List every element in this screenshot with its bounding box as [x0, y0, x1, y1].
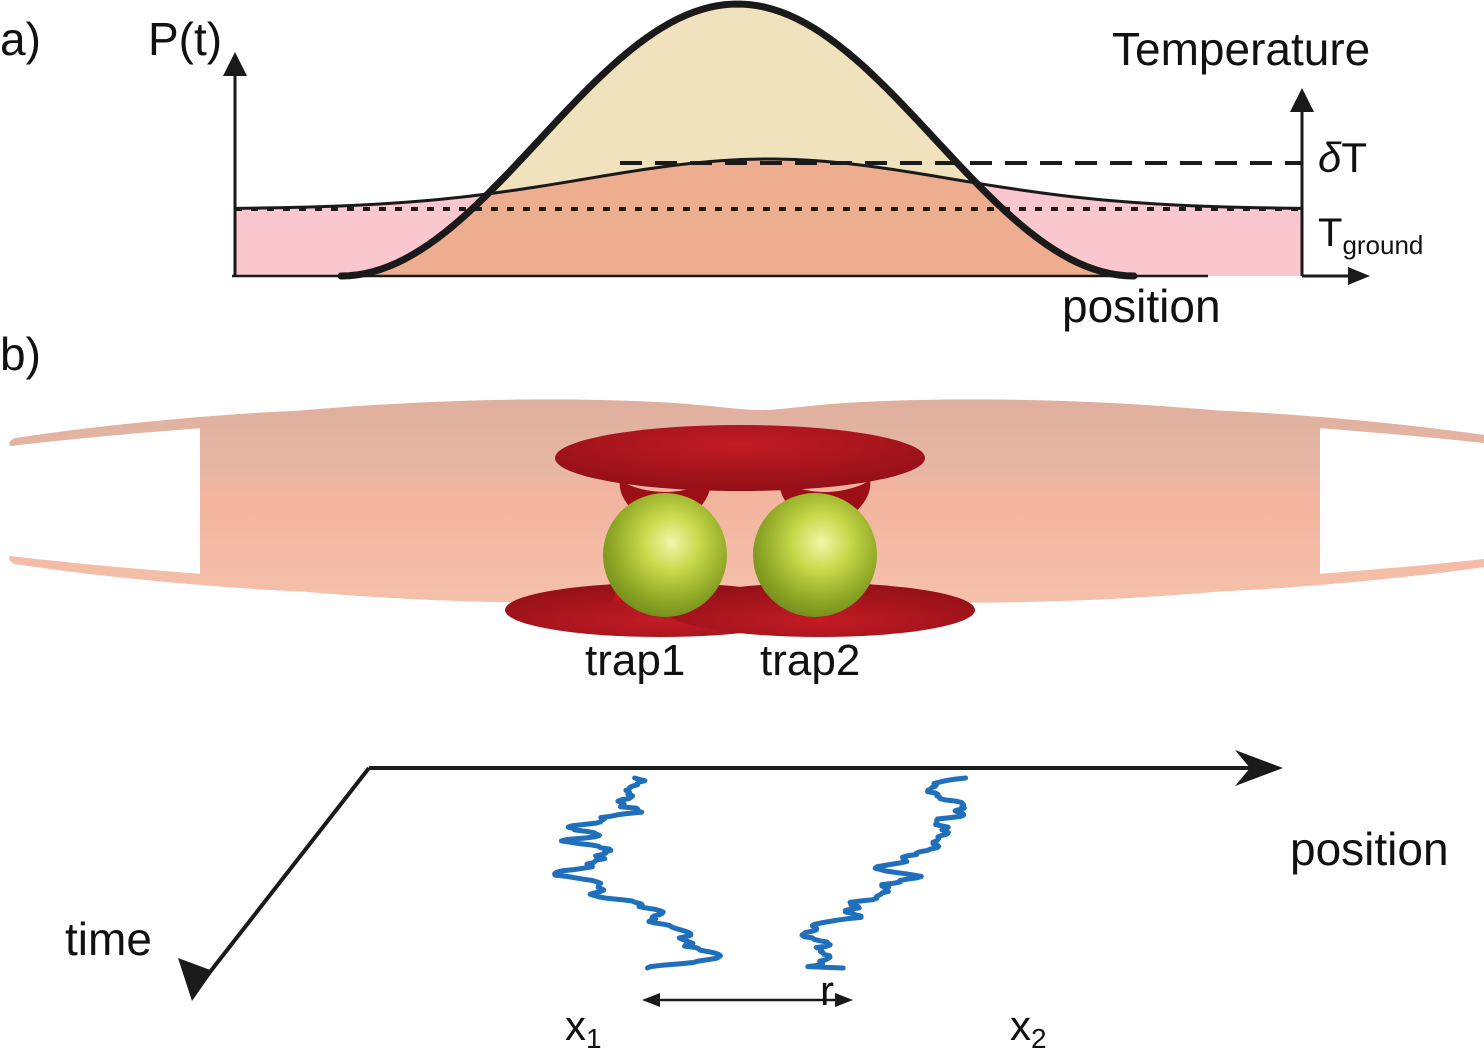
svg-text:P(t): P(t) [148, 13, 222, 65]
svg-text:b): b) [0, 330, 41, 380]
svg-text:time: time [65, 913, 152, 965]
svg-text:r: r [820, 967, 834, 1014]
svg-text:Temperature: Temperature [1112, 23, 1370, 75]
svg-text:position: position [1290, 823, 1449, 875]
svg-text:a): a) [0, 13, 41, 65]
svg-text:position: position [1062, 280, 1221, 332]
svg-text:trap1: trap1 [585, 636, 685, 685]
svg-text:trap2: trap2 [760, 636, 860, 685]
svg-text:x1: x1 [565, 1002, 602, 1054]
svg-text:x2: x2 [1010, 1002, 1047, 1054]
svg-text:δT: δT [1318, 134, 1367, 181]
svg-text:Tground: Tground [1318, 211, 1423, 260]
